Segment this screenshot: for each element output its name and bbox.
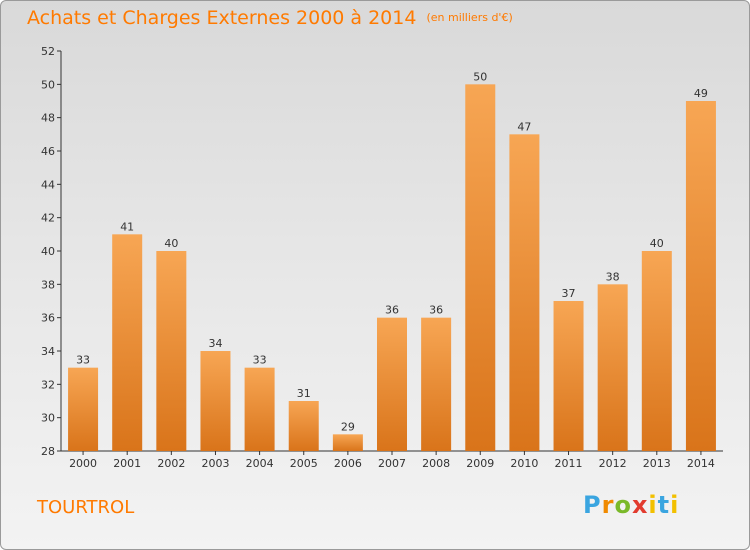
logo-letter: i: [670, 491, 680, 519]
y-tick-label: 42: [41, 212, 55, 225]
bar: [112, 234, 143, 451]
bar-value-label: 36: [385, 304, 399, 317]
x-tick-label: 2014: [687, 457, 715, 470]
x-tick-label: 2007: [378, 457, 406, 470]
bar: [597, 284, 628, 451]
commune-name: TOURTROL: [37, 497, 135, 518]
x-tick-label: 2010: [510, 457, 538, 470]
y-tick-label: 48: [41, 112, 55, 125]
chart-unit: (en milliers d'€): [426, 11, 513, 24]
bar: [465, 84, 496, 451]
logo-letter: i: [648, 491, 658, 519]
proxiti-logo: Proxiti: [583, 491, 679, 519]
x-tick-label: 2001: [113, 457, 141, 470]
bar-value-label: 38: [606, 270, 620, 283]
y-tick-label: 36: [41, 312, 55, 325]
bar-value-label: 40: [164, 237, 178, 250]
chart-title-text: Achats et Charges Externes 2000 à 2014: [27, 7, 417, 29]
logo-letter: r: [601, 491, 615, 519]
bar-value-label: 49: [694, 87, 708, 100]
bar: [156, 251, 187, 451]
bar: [421, 317, 452, 451]
bar: [244, 367, 275, 451]
y-tick-label: 50: [41, 78, 55, 91]
bar: [509, 134, 540, 452]
logo-letter: o: [614, 491, 632, 519]
bar-value-label: 40: [650, 237, 664, 250]
x-tick-label: 2009: [466, 457, 494, 470]
bar-value-label: 34: [208, 337, 222, 350]
y-tick-label: 46: [41, 145, 55, 158]
bar: [641, 251, 672, 451]
y-tick-label: 28: [41, 445, 55, 458]
bar: [288, 401, 319, 451]
x-tick-label: 2006: [334, 457, 362, 470]
y-tick-label: 32: [41, 378, 55, 391]
x-tick-label: 2000: [69, 457, 97, 470]
x-tick-label: 2011: [555, 457, 583, 470]
y-tick-label: 34: [41, 345, 55, 358]
bar: [200, 351, 231, 451]
bar-value-label: 29: [341, 420, 355, 433]
bar-value-label: 33: [253, 354, 267, 367]
bar-value-label: 33: [76, 354, 90, 367]
y-tick-label: 30: [41, 412, 55, 425]
chart-title: Achats et Charges Externes 2000 à 2014 (e…: [27, 7, 513, 29]
logo-letter: x: [631, 491, 649, 519]
bar: [332, 434, 363, 451]
x-tick-label: 2005: [290, 457, 318, 470]
x-tick-label: 2003: [201, 457, 229, 470]
y-tick-label: 40: [41, 245, 55, 258]
bar: [553, 301, 584, 451]
logo-letter: t: [657, 491, 671, 519]
bar-value-label: 36: [429, 304, 443, 317]
bar-value-label: 50: [473, 70, 487, 83]
bar-value-label: 41: [120, 220, 134, 233]
x-tick-label: 2013: [643, 457, 671, 470]
x-tick-label: 2012: [599, 457, 627, 470]
bar-value-label: 47: [517, 120, 531, 133]
bar: [68, 367, 99, 451]
bar: [685, 101, 716, 451]
y-tick-label: 38: [41, 278, 55, 291]
bar: [377, 317, 407, 451]
bar-value-label: 31: [297, 387, 311, 400]
x-tick-label: 2008: [422, 457, 450, 470]
y-tick-label: 52: [41, 45, 55, 58]
logo-letter: P: [583, 491, 602, 519]
x-tick-label: 2002: [157, 457, 185, 470]
y-tick-label: 44: [41, 178, 55, 191]
bar-value-label: 37: [562, 287, 576, 300]
x-tick-label: 2004: [246, 457, 274, 470]
